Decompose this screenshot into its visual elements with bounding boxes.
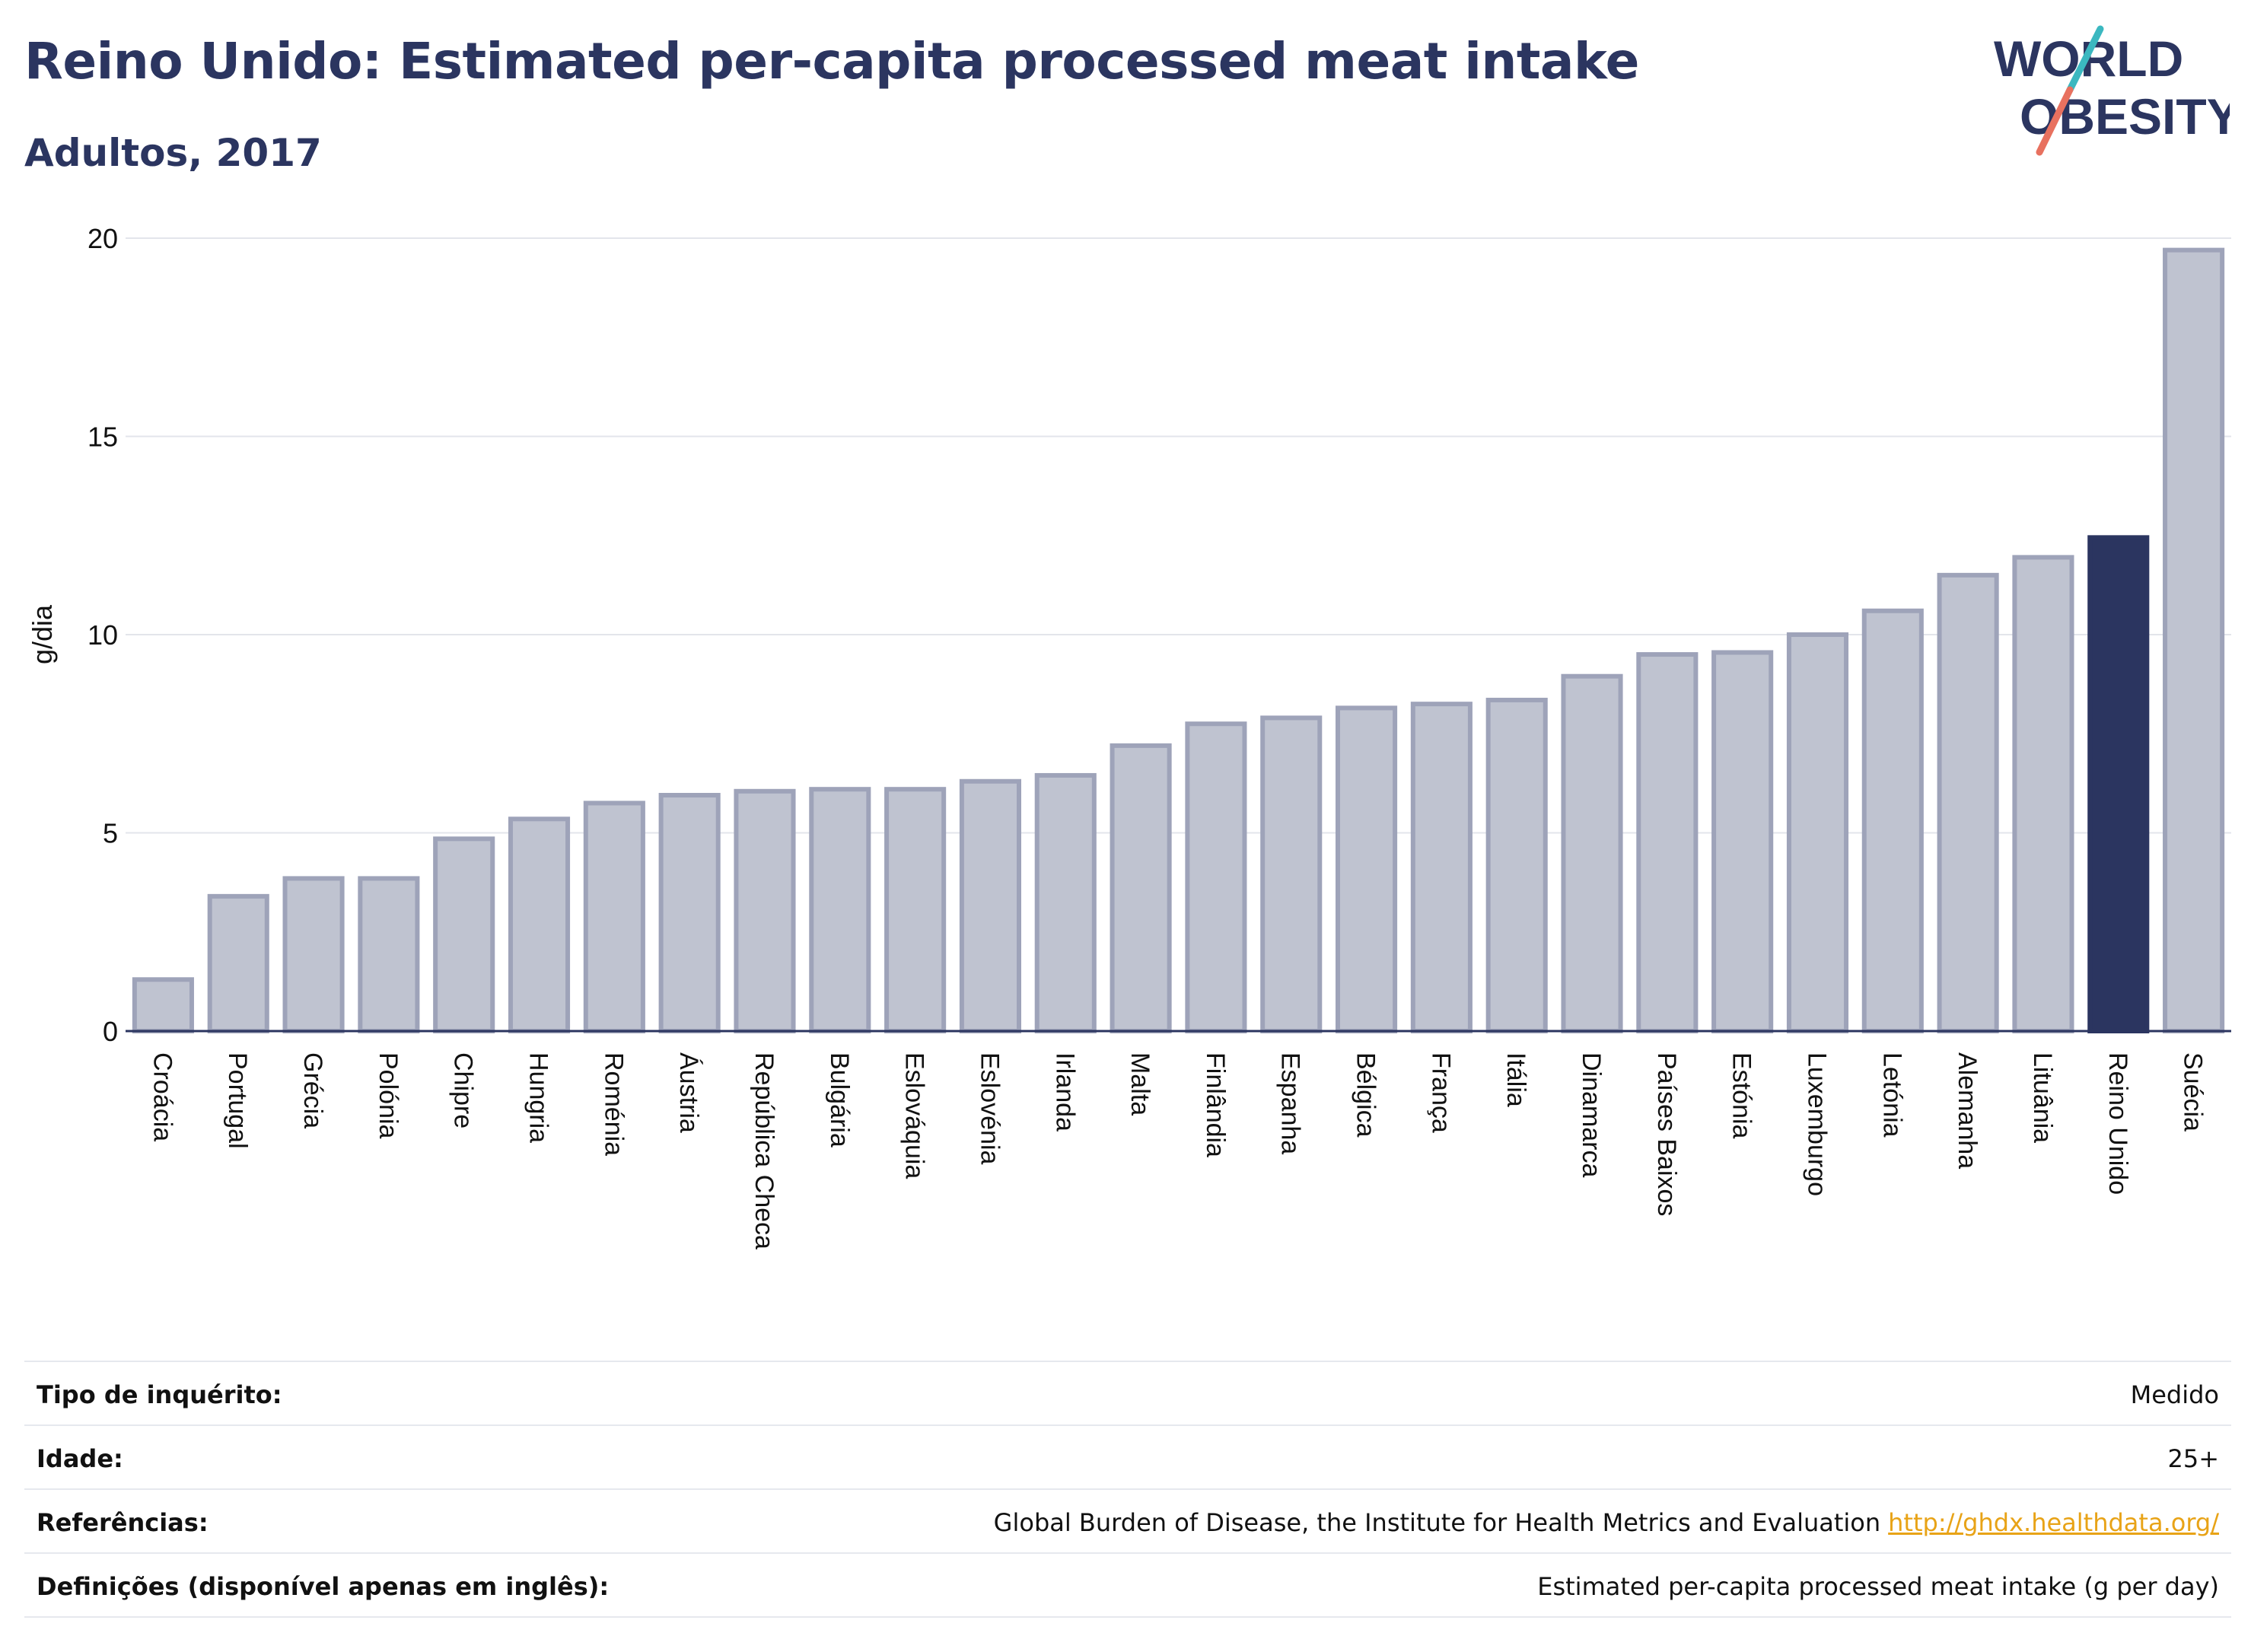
- bar-chart: 0 5 10 15 20 Croácia Portugal Grécia Polónia Chi…: [27, 223, 2231, 1249]
- x-tick-label: Grécia: [298, 1052, 327, 1128]
- meta-label: Idade:: [37, 1444, 123, 1473]
- x-tick-label: Bélgica: [1352, 1052, 1380, 1138]
- x-tick-label: Finlândia: [1201, 1052, 1230, 1157]
- x-axis-ticks: Croácia Portugal Grécia Polónia Chipre Hungri…: [148, 1052, 2207, 1249]
- chart-subtitle: Adultos, 2017: [24, 131, 322, 175]
- x-tick-label: França: [1426, 1052, 1455, 1133]
- meta-row-definitions: Definições (disponível apenas em inglês)…: [24, 1552, 2231, 1618]
- meta-value: 25+: [2167, 1444, 2219, 1473]
- bar-chipre[interactable]: [433, 836, 495, 1033]
- bar-hungria[interactable]: [508, 816, 571, 1033]
- x-tick-label: Portugal: [223, 1052, 252, 1149]
- x-tick-label: Dinamarca: [1577, 1052, 1606, 1177]
- y-tick-label: 15: [88, 422, 118, 453]
- x-tick-label: Letónia: [1877, 1052, 1906, 1138]
- reference-text: Global Burden of Disease, the Institute …: [993, 1508, 1881, 1537]
- x-tick-label: Eslovénia: [975, 1052, 1004, 1165]
- x-tick-label: Suécia: [2179, 1052, 2208, 1132]
- meta-label: Definições (disponível apenas em inglês)…: [37, 1572, 610, 1601]
- world-obesity-logo: WORLD OBESITY: [1994, 25, 2230, 156]
- logo-slash-teal: [2066, 25, 2104, 94]
- bar-alemanha[interactable]: [1937, 572, 1999, 1033]
- bar-finlândia[interactable]: [1185, 721, 1247, 1033]
- bar-estónia[interactable]: [1711, 650, 1774, 1033]
- meta-label: Referências:: [37, 1508, 209, 1537]
- bar-bélgica[interactable]: [1336, 705, 1398, 1033]
- x-tick-label: Espanha: [1276, 1052, 1305, 1154]
- y-tick-label: 0: [103, 1016, 118, 1047]
- x-tick-label: Hungria: [524, 1052, 553, 1143]
- bar-países-baixos[interactable]: [1636, 652, 1699, 1033]
- bar-eslováquia[interactable]: [884, 787, 947, 1033]
- bar-bulgária[interactable]: [809, 787, 871, 1033]
- x-tick-label: Roménia: [599, 1052, 628, 1156]
- x-tick-label: Luxemburgo: [1802, 1052, 1831, 1196]
- y-tick-label: 10: [88, 619, 118, 651]
- bar-frança[interactable]: [1410, 702, 1473, 1033]
- x-tick-label: Áustria: [674, 1052, 703, 1133]
- bar-república-checa[interactable]: [734, 788, 796, 1034]
- x-tick-label: República Checa: [750, 1052, 778, 1249]
- bar-eslovénia[interactable]: [959, 778, 1021, 1034]
- x-tick-label: Países Baixos: [1652, 1052, 1681, 1216]
- y-axis-label: g/dia: [27, 604, 58, 664]
- x-tick-label: Lituânia: [2028, 1052, 2057, 1143]
- y-tick-label: 20: [88, 223, 118, 254]
- meta-row-age: Idade: 25+: [24, 1424, 2231, 1488]
- x-tick-label: Eslováquia: [900, 1052, 929, 1179]
- meta-value-references: Global Burden of Disease, the Institute …: [994, 1508, 2219, 1537]
- bars: [132, 247, 2225, 1034]
- bar-croácia[interactable]: [132, 977, 194, 1034]
- x-tick-label: Croácia: [148, 1052, 177, 1141]
- bar-malta[interactable]: [1110, 743, 1172, 1033]
- bar-irlanda[interactable]: [1034, 772, 1097, 1034]
- x-tick-label: Bulgária: [825, 1052, 854, 1147]
- bar-polónia[interactable]: [358, 876, 420, 1034]
- logo-slash-coral: [2036, 86, 2074, 156]
- meta-value: Estimated per-capita processed meat inta…: [1537, 1572, 2219, 1601]
- bar-áustria[interactable]: [658, 793, 721, 1033]
- meta-value: Medido: [2130, 1380, 2219, 1409]
- reference-link[interactable]: http://ghdx.healthdata.org/: [1888, 1508, 2219, 1537]
- x-tick-label: Alemanha: [1953, 1052, 1982, 1169]
- chart-title: Reino Unido: Estimated per-capita proces…: [24, 32, 1639, 91]
- meta-row-survey-type: Tipo de inquérito: Medido: [24, 1361, 2231, 1424]
- x-tick-label: Estónia: [1727, 1052, 1756, 1138]
- bar-dinamarca[interactable]: [1561, 673, 1623, 1034]
- x-tick-label: Itália: [1501, 1052, 1530, 1107]
- bar-itália[interactable]: [1485, 697, 1548, 1034]
- y-tick-label: 5: [103, 818, 118, 849]
- metadata-table: Tipo de inquérito: Medido Idade: 25+ Ref…: [24, 1361, 2231, 1618]
- x-tick-label: Irlanda: [1050, 1052, 1079, 1132]
- bar-portugal[interactable]: [207, 893, 269, 1033]
- bar-roménia[interactable]: [583, 801, 645, 1034]
- x-tick-label: Polónia: [374, 1052, 403, 1139]
- x-tick-label: Malta: [1126, 1052, 1154, 1116]
- bar-espanha[interactable]: [1260, 715, 1323, 1033]
- bar-grécia[interactable]: [282, 876, 345, 1034]
- y-axis-ticks: 0 5 10 15 20: [88, 223, 118, 1047]
- bar-letónia[interactable]: [1861, 608, 1924, 1033]
- x-tick-label: Reino Unido: [2103, 1052, 2132, 1195]
- meta-row-references: Referências: Global Burden of Disease, t…: [24, 1488, 2231, 1552]
- bar-suécia[interactable]: [2163, 247, 2225, 1033]
- bar-reino-unido[interactable]: [2087, 535, 2150, 1033]
- meta-label: Tipo de inquérito:: [37, 1380, 282, 1409]
- x-tick-label: Chipre: [449, 1052, 478, 1128]
- bar-luxemburgo[interactable]: [1786, 632, 1849, 1033]
- bar-lituânia[interactable]: [2012, 555, 2074, 1033]
